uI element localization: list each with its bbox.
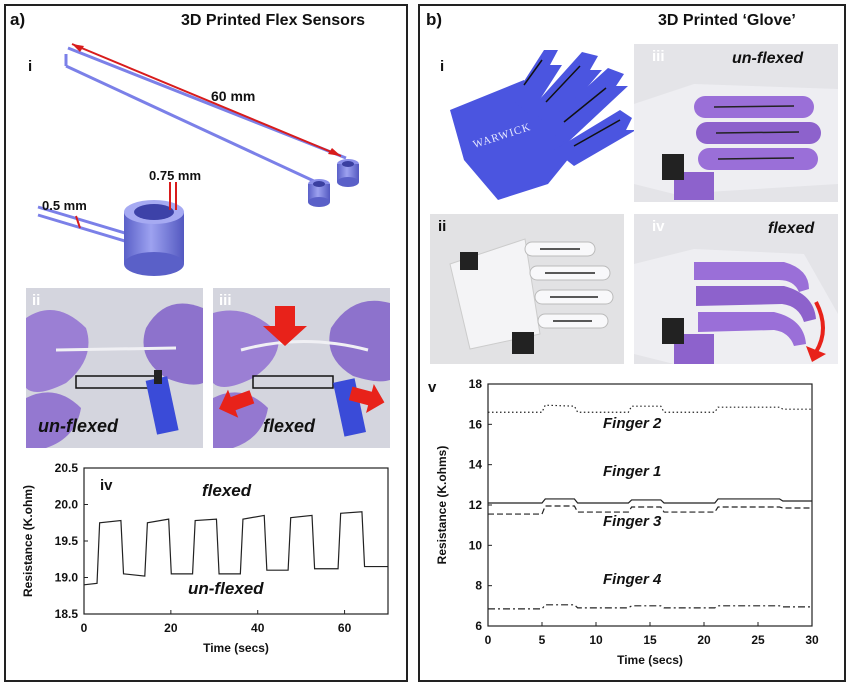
- photo-ii-caption: un-flexed: [38, 416, 119, 436]
- glove-hand-unflexed-illustration: [634, 44, 838, 202]
- panel-b-sub-i: i: [440, 58, 445, 75]
- series-label: Finger 2: [603, 415, 662, 432]
- y-axis-label: Resistance (K.ohms): [435, 446, 449, 565]
- y-tick-label: 10: [469, 538, 483, 552]
- photo-glove-assembled: ii: [430, 214, 624, 364]
- y-tick-label: 18: [469, 377, 483, 391]
- photo-b-iii-label: iii: [652, 48, 665, 65]
- photo-iii-label: iii: [219, 292, 232, 309]
- series-line: [488, 404, 812, 413]
- y-tick-label: 12: [469, 498, 483, 512]
- dimension-60mm: 60 mm: [211, 88, 256, 104]
- series-line: [488, 498, 812, 504]
- photo-sensor-unflexed: ii un-flexed: [26, 288, 203, 448]
- panel-b: b) 3D Printed ‘Glove’ i WARWICK iii un-f…: [418, 4, 846, 682]
- photo-iii-caption: flexed: [263, 416, 316, 436]
- dimension-0-75mm: 0.75 mm: [149, 168, 202, 183]
- gloved-hands-illustration: [26, 288, 203, 448]
- series-line: [83, 511, 388, 586]
- x-tick-label: 5: [539, 633, 546, 647]
- annotation-flexed: flexed: [202, 481, 252, 500]
- y-tick-label: 20.0: [55, 498, 79, 512]
- panel-a-label: a): [10, 10, 26, 29]
- dimension-0-5mm: 0.5 mm: [42, 198, 87, 213]
- x-tick-label: 40: [251, 621, 265, 635]
- glove-assembled-illustration: [430, 214, 624, 364]
- photo-b-iii-caption: un-flexed: [732, 50, 804, 67]
- y-tick-label: 20.5: [55, 461, 79, 475]
- photo-ii-label: ii: [32, 292, 41, 309]
- y-tick-label: 18.5: [55, 607, 79, 621]
- y-tick-label: 16: [469, 417, 483, 431]
- x-tick-label: 10: [589, 633, 603, 647]
- photo-b-ii-label: ii: [438, 218, 447, 235]
- y-tick-label: 8: [475, 579, 482, 593]
- panel-b-label: b): [426, 10, 443, 29]
- x-tick-label: 0: [485, 633, 492, 647]
- sensor-cad-drawing: [37, 43, 359, 276]
- chart-flex-sensor-resistance: 18.5 19.0 19.5 20.0 20.5 0 20 40 60 Time (secs) Re…: [21, 461, 389, 655]
- y-axis-label: Resistance (K.ohm): [21, 485, 35, 597]
- photo-glove-flexed: iv flexed: [634, 214, 838, 364]
- series-label: Finger 4: [603, 571, 662, 588]
- gloved-hands-flexed-illustration: [213, 288, 390, 448]
- x-tick-label: 15: [643, 633, 657, 647]
- series-label: Finger 1: [603, 463, 661, 480]
- panel-a-sub-i: i: [28, 58, 33, 75]
- chart-b-panel-label: v: [428, 379, 437, 396]
- photo-sensor-flexed: iii flexed: [213, 288, 390, 448]
- x-tick-label: 20: [164, 621, 178, 635]
- y-tick-label: 19.0: [55, 571, 79, 585]
- chart-a-panel-label: iv: [100, 477, 113, 494]
- x-tick-label: 30: [805, 633, 819, 647]
- panel-b-title: 3D Printed ‘Glove’: [658, 12, 796, 29]
- y-tick-label: 19.5: [55, 534, 79, 548]
- glove-hand-flexed-illustration: [634, 214, 838, 364]
- photo-glove-unflexed: iii un-flexed: [634, 44, 838, 202]
- photo-b-iv-label: iv: [652, 218, 665, 235]
- photo-b-iv-caption: flexed: [768, 220, 815, 237]
- y-tick-label: 14: [469, 458, 483, 472]
- chart-glove-finger-resistance: 6 8 10 12 14 16 18 0 5 10 15 20 25 30 Time (secs) Resis…: [428, 377, 819, 667]
- x-tick-label: 20: [697, 633, 711, 647]
- x-axis-label: Time (secs): [203, 641, 269, 655]
- annotation-unflexed: un-flexed: [188, 579, 264, 598]
- x-tick-label: 25: [751, 633, 765, 647]
- series-line: [488, 604, 812, 610]
- y-tick-label: 6: [475, 619, 482, 633]
- x-tick-label: 0: [81, 621, 88, 635]
- series-line: [488, 505, 812, 515]
- panel-a-title: 3D Printed Flex Sensors: [181, 12, 366, 29]
- printed-glove-flat: [450, 50, 636, 200]
- x-tick-label: 60: [338, 621, 352, 635]
- series-label: Finger 3: [603, 513, 662, 530]
- x-axis-label: Time (secs): [617, 653, 683, 667]
- panel-a: a) 3D Printed Flex Sensors i: [4, 4, 408, 682]
